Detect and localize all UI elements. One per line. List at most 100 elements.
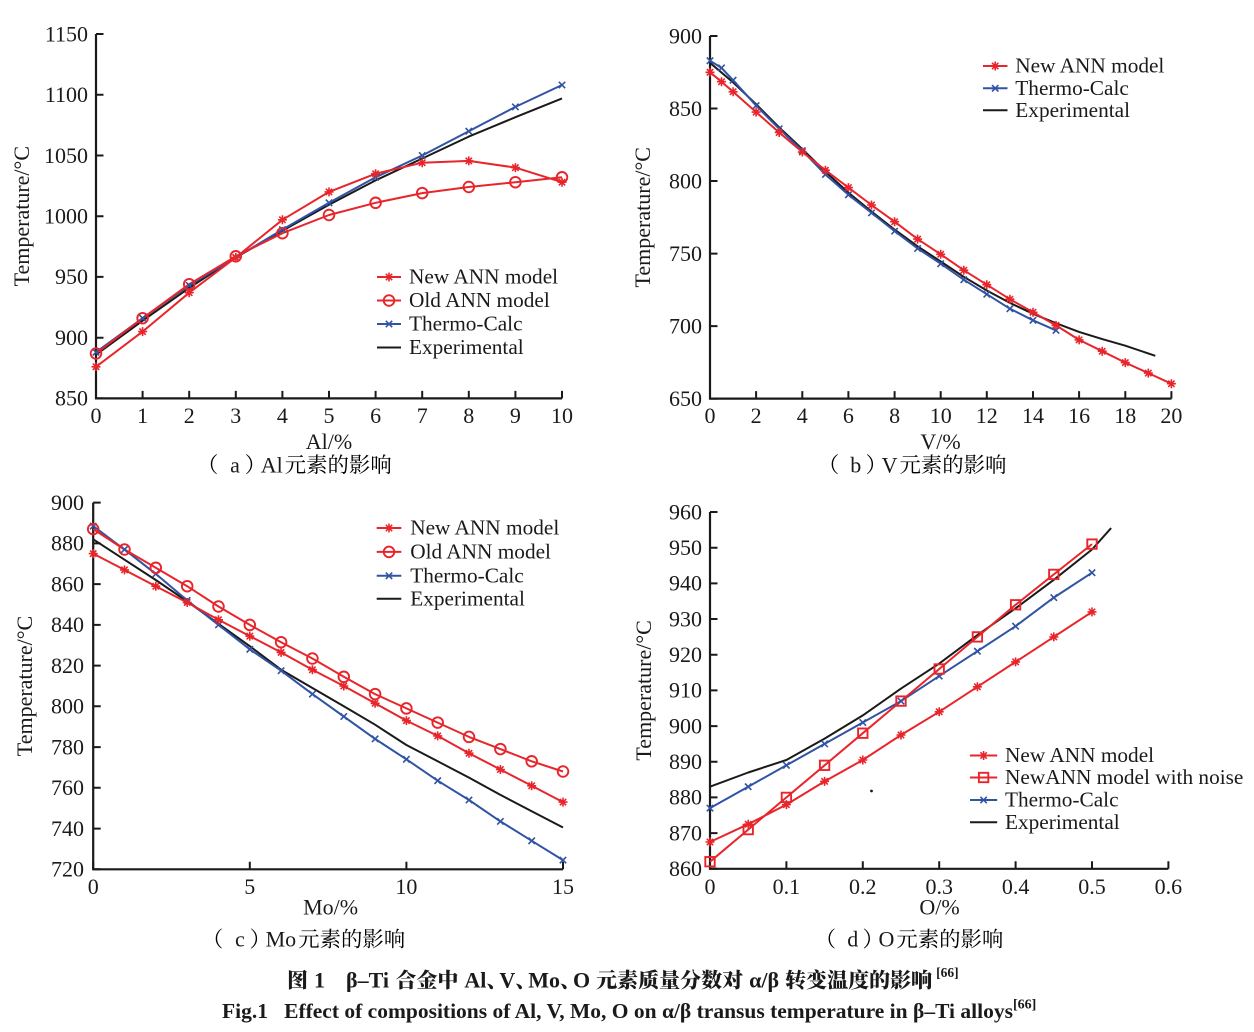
svg-text:0: 0 bbox=[705, 874, 716, 899]
svg-text:0.4: 0.4 bbox=[1002, 874, 1030, 899]
svg-text:V/%: V/% bbox=[920, 429, 960, 454]
svg-text:Temperature/°C: Temperature/°C bbox=[630, 147, 655, 287]
svg-text:Mo: Mo bbox=[266, 927, 297, 952]
svg-text:a: a bbox=[230, 452, 240, 477]
svg-text:0.2: 0.2 bbox=[849, 874, 877, 899]
svg-text:940: 940 bbox=[669, 571, 702, 596]
svg-text:0: 0 bbox=[88, 874, 99, 899]
svg-text:930: 930 bbox=[669, 606, 702, 631]
svg-text:4: 4 bbox=[797, 403, 808, 428]
svg-text:Experimental: Experimental bbox=[1005, 810, 1120, 834]
svg-text:870: 870 bbox=[669, 820, 702, 845]
svg-text:6: 6 bbox=[843, 403, 854, 428]
svg-text:780: 780 bbox=[51, 734, 84, 759]
svg-text:1: 1 bbox=[137, 403, 148, 428]
svg-text:Thermo-Calc: Thermo-Calc bbox=[1005, 788, 1119, 812]
svg-text:760: 760 bbox=[51, 775, 84, 800]
svg-text:Experimental: Experimental bbox=[1015, 98, 1130, 122]
svg-text:1050: 1050 bbox=[44, 143, 88, 168]
svg-text:1150: 1150 bbox=[45, 21, 88, 46]
svg-text:Fig.1 Effect of compositions: Fig.1 Effect of compositions of Al, V, M… bbox=[222, 998, 1036, 1024]
svg-text:2: 2 bbox=[751, 403, 762, 428]
svg-text:650: 650 bbox=[669, 386, 702, 411]
svg-text:Old ANN model: Old ANN model bbox=[410, 540, 551, 564]
svg-text:8: 8 bbox=[463, 403, 474, 428]
svg-text:720: 720 bbox=[51, 857, 84, 882]
svg-text:950: 950 bbox=[55, 264, 88, 289]
svg-text:890: 890 bbox=[669, 749, 702, 774]
svg-text:New ANN model: New ANN model bbox=[1005, 743, 1154, 767]
svg-text:750: 750 bbox=[669, 241, 702, 266]
svg-text:O: O bbox=[879, 927, 895, 952]
svg-text:0.6: 0.6 bbox=[1155, 874, 1183, 899]
svg-text:950: 950 bbox=[669, 535, 702, 560]
svg-text:900: 900 bbox=[669, 713, 702, 738]
svg-text:O: O bbox=[573, 968, 590, 993]
svg-text:920: 920 bbox=[669, 642, 702, 667]
svg-text:New ANN model: New ANN model bbox=[409, 265, 558, 289]
svg-text:0.3: 0.3 bbox=[925, 874, 953, 899]
svg-text:Temperature/°C: Temperature/°C bbox=[631, 620, 656, 760]
svg-text:860: 860 bbox=[51, 571, 84, 596]
svg-text:700: 700 bbox=[669, 313, 702, 338]
svg-text:β–Ti: β–Ti bbox=[346, 968, 389, 993]
svg-text:Al: Al bbox=[464, 968, 486, 993]
svg-text:Thermo-Calc: Thermo-Calc bbox=[410, 564, 524, 588]
svg-text:840: 840 bbox=[51, 612, 84, 637]
svg-text:16: 16 bbox=[1068, 403, 1090, 428]
svg-text:7: 7 bbox=[417, 403, 428, 428]
svg-text:New ANN model: New ANN model bbox=[1015, 54, 1164, 78]
svg-text:860: 860 bbox=[669, 856, 702, 881]
svg-text:10: 10 bbox=[395, 874, 417, 899]
svg-text:4: 4 bbox=[277, 403, 288, 428]
svg-text:880: 880 bbox=[669, 785, 702, 810]
svg-text:Mo/%: Mo/% bbox=[303, 895, 358, 920]
svg-text:18: 18 bbox=[1114, 403, 1136, 428]
svg-text:0.1: 0.1 bbox=[773, 874, 801, 899]
svg-text:5: 5 bbox=[244, 874, 255, 899]
svg-text:20: 20 bbox=[1160, 403, 1182, 428]
svg-text:12: 12 bbox=[976, 403, 998, 428]
svg-text:[66]: [66] bbox=[936, 965, 959, 980]
svg-text:Temperature/°C: Temperature/°C bbox=[12, 616, 37, 756]
svg-text:960: 960 bbox=[669, 499, 702, 524]
svg-text:800: 800 bbox=[51, 694, 84, 719]
svg-text:α/β: α/β bbox=[749, 968, 779, 993]
svg-text:740: 740 bbox=[51, 816, 84, 841]
svg-text:V: V bbox=[882, 452, 898, 477]
svg-text:15: 15 bbox=[552, 874, 574, 899]
svg-text:850: 850 bbox=[55, 386, 88, 411]
svg-text:5: 5 bbox=[324, 403, 335, 428]
svg-text:V: V bbox=[499, 968, 515, 993]
svg-text:880: 880 bbox=[51, 531, 84, 556]
svg-text:0.5: 0.5 bbox=[1078, 874, 1106, 899]
svg-text:NewANN model with noise: NewANN model with noise bbox=[1005, 765, 1243, 789]
svg-text:900: 900 bbox=[55, 325, 88, 350]
svg-text:Thermo-Calc: Thermo-Calc bbox=[409, 312, 523, 336]
svg-text:1100: 1100 bbox=[45, 82, 88, 107]
svg-text:850: 850 bbox=[669, 96, 702, 121]
svg-text:Temperature/°C: Temperature/°C bbox=[9, 146, 34, 286]
svg-text:New ANN model: New ANN model bbox=[410, 516, 559, 540]
svg-text:O/%: O/% bbox=[919, 895, 959, 920]
svg-text:9: 9 bbox=[510, 403, 521, 428]
svg-text:14: 14 bbox=[1022, 403, 1044, 428]
svg-text:Al: Al bbox=[261, 452, 283, 477]
svg-text:910: 910 bbox=[669, 678, 702, 703]
svg-text:10: 10 bbox=[551, 403, 573, 428]
svg-text:10: 10 bbox=[930, 403, 952, 428]
svg-text:1000: 1000 bbox=[44, 204, 88, 229]
svg-text:900: 900 bbox=[51, 490, 84, 515]
svg-text:0: 0 bbox=[91, 403, 102, 428]
svg-text:Old ANN model: Old ANN model bbox=[409, 288, 550, 312]
svg-text:2: 2 bbox=[184, 403, 195, 428]
svg-text:0: 0 bbox=[705, 403, 716, 428]
svg-text:d: d bbox=[847, 927, 858, 952]
svg-text:800: 800 bbox=[669, 168, 702, 193]
svg-text:8: 8 bbox=[889, 403, 900, 428]
svg-text:3: 3 bbox=[230, 403, 241, 428]
svg-text:900: 900 bbox=[669, 23, 702, 48]
svg-text:Experimental: Experimental bbox=[410, 587, 525, 611]
svg-text:Experimental: Experimental bbox=[409, 335, 524, 359]
svg-text:Thermo-Calc: Thermo-Calc bbox=[1015, 76, 1129, 100]
